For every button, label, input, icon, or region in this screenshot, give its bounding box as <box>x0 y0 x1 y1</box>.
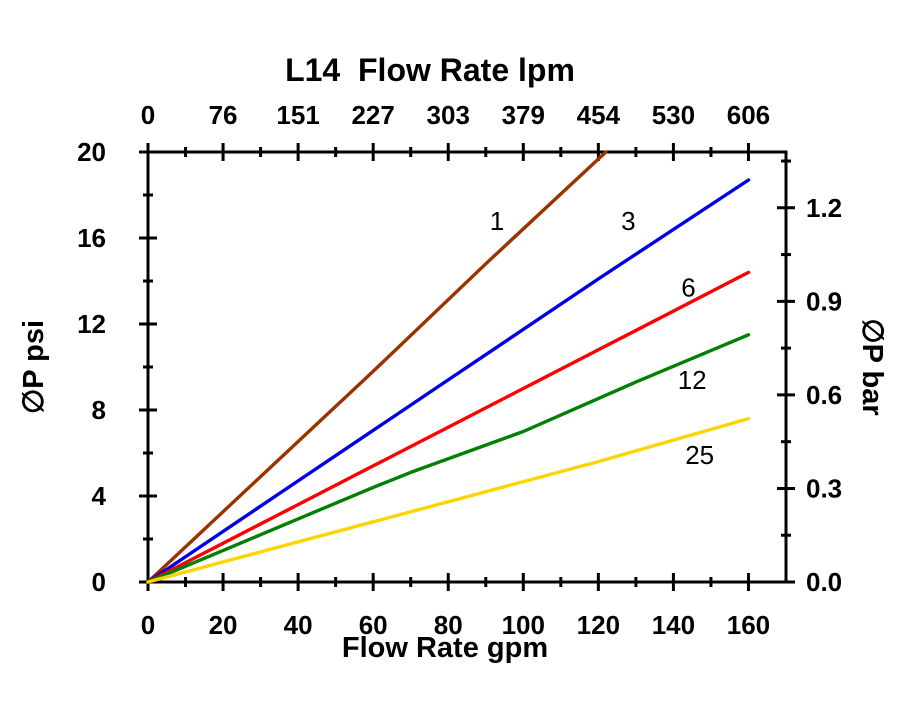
x-tick-label: 140 <box>652 610 695 640</box>
top-tick-label: 76 <box>209 100 238 130</box>
top-tick-label: 530 <box>652 100 695 130</box>
series-label-12: 12 <box>678 365 707 395</box>
chart-title: L14 Flow Rate lpm <box>285 52 575 88</box>
series-label-6: 6 <box>681 272 695 302</box>
y-right-tick-label: 0.9 <box>806 286 842 316</box>
x-tick-label: 40 <box>284 610 313 640</box>
series-label-25: 25 <box>685 440 714 470</box>
x-tick-label: 80 <box>434 610 463 640</box>
top-tick-label: 454 <box>577 100 621 130</box>
top-tick-label: 379 <box>502 100 545 130</box>
y-right-tick-label: 1.2 <box>806 193 842 223</box>
x-axis-label: Flow Rate gpm <box>341 632 549 664</box>
top-tick-label: 0 <box>141 100 155 130</box>
series-line-3 <box>146 178 751 584</box>
top-tick-label: 606 <box>727 100 770 130</box>
top-tick-label: 151 <box>276 100 319 130</box>
x-tick-label: 160 <box>727 610 770 640</box>
series-line-25 <box>146 416 751 584</box>
top-tick-label: 227 <box>351 100 394 130</box>
y-left-tick-label: 8 <box>92 395 106 425</box>
y-right-tick-label: 0.0 <box>806 567 842 597</box>
y-left-tick-label: 12 <box>77 309 106 339</box>
y-left-tick-label: 20 <box>77 137 106 167</box>
y-left-tick-label: 0 <box>92 567 106 597</box>
x-tick-label: 60 <box>359 610 388 640</box>
series-line-1 <box>146 150 608 584</box>
x-tick-label: 100 <box>502 610 545 640</box>
y-right-tick-label: 0.3 <box>806 473 842 503</box>
x-tick-label: 120 <box>577 610 620 640</box>
series-label-3: 3 <box>621 206 635 236</box>
series-line-6 <box>146 270 751 584</box>
series-line-12 <box>146 333 751 584</box>
top-tick-label: 303 <box>427 100 470 130</box>
series-label-1: 1 <box>490 206 504 236</box>
y-left-tick-label: 16 <box>77 223 106 253</box>
y-right-tick-label: 0.6 <box>806 380 842 410</box>
y-left-tick-label: 4 <box>92 481 107 511</box>
x-tick-label: 0 <box>141 610 155 640</box>
x-tick-label: 20 <box>209 610 238 640</box>
